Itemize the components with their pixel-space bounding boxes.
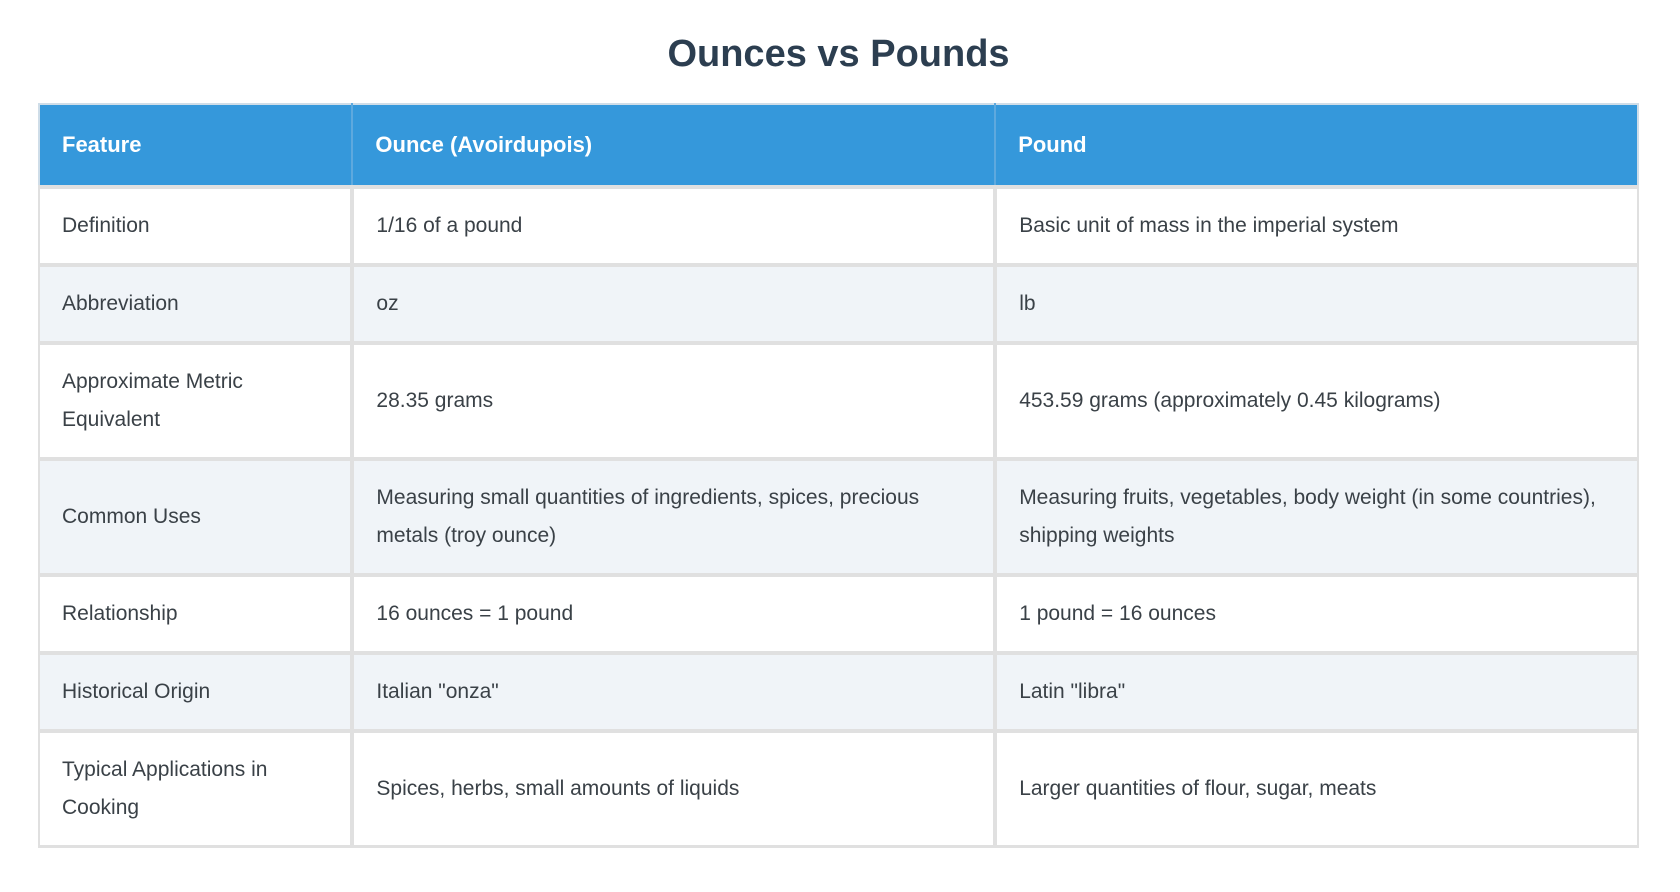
- column-header-ounce: Ounce (Avoirdupois): [351, 103, 997, 189]
- cell-pound: lb: [993, 263, 1639, 345]
- cell-feature: Relationship: [37, 573, 355, 655]
- cell-feature: Historical Origin: [37, 651, 355, 733]
- table-row: Approximate Metric Equivalent 28.35 gram…: [37, 341, 1639, 461]
- table-row: Relationship 16 ounces = 1 pound 1 pound…: [37, 573, 1639, 655]
- table-row: Common Uses Measuring small quantities o…: [37, 457, 1639, 577]
- cell-pound: Measuring fruits, vegetables, body weigh…: [993, 457, 1639, 577]
- table-row: Typical Applications in Cooking Spices, …: [37, 729, 1639, 848]
- comparison-table: Feature Ounce (Avoirdupois) Pound Defini…: [37, 103, 1639, 848]
- cell-ounce: oz: [350, 263, 998, 345]
- table-header-row: Feature Ounce (Avoirdupois) Pound: [37, 103, 1639, 189]
- page-title: Ounces vs Pounds: [667, 33, 1010, 75]
- cell-feature: Common Uses: [37, 457, 355, 577]
- cell-feature: Approximate Metric Equivalent: [37, 341, 355, 461]
- cell-pound: Latin "libra": [993, 651, 1639, 733]
- table-row: Historical Origin Italian "onza" Latin "…: [37, 651, 1639, 733]
- cell-ounce: Spices, herbs, small amounts of liquids: [350, 729, 998, 848]
- cell-ounce: 28.35 grams: [350, 341, 998, 461]
- cell-ounce: Italian "onza": [350, 651, 998, 733]
- cell-pound: 453.59 grams (approximately 0.45 kilogra…: [993, 341, 1639, 461]
- cell-ounce: 16 ounces = 1 pound: [350, 573, 998, 655]
- cell-pound: Larger quantities of flour, sugar, meats: [993, 729, 1639, 848]
- cell-ounce: 1/16 of a pound: [350, 185, 998, 267]
- column-header-feature: Feature: [37, 103, 354, 189]
- cell-feature: Abbreviation: [37, 263, 355, 345]
- cell-pound: 1 pound = 16 ounces: [993, 573, 1639, 655]
- column-header-pound: Pound: [994, 103, 1639, 189]
- table-row: Definition 1/16 of a pound Basic unit of…: [37, 185, 1639, 267]
- cell-feature: Typical Applications in Cooking: [37, 729, 355, 848]
- cell-pound: Basic unit of mass in the imperial syste…: [993, 185, 1639, 267]
- table-row: Abbreviation oz lb: [37, 263, 1639, 345]
- cell-feature: Definition: [37, 185, 355, 267]
- cell-ounce: Measuring small quantities of ingredient…: [350, 457, 998, 577]
